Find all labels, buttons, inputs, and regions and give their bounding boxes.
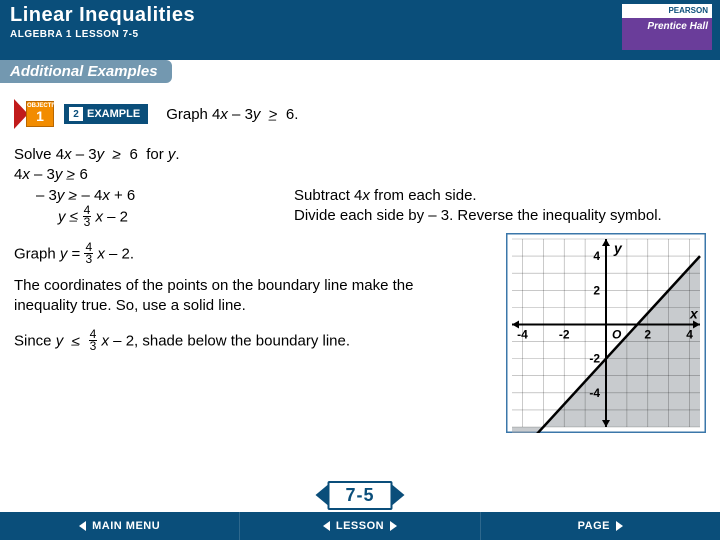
triangle-left-icon bbox=[79, 521, 86, 531]
t: 3 bbox=[89, 341, 98, 352]
example-number: 2 bbox=[69, 107, 83, 121]
content-area: OBJECTIVE 1 2 EXAMPLE Graph 4x – 3y > 6.… bbox=[0, 83, 720, 493]
t: . bbox=[175, 146, 179, 163]
t: < bbox=[63, 333, 88, 350]
t: x bbox=[97, 333, 109, 350]
t: MAIN MENU bbox=[92, 520, 160, 532]
objective-example-row: OBJECTIVE 1 2 EXAMPLE Graph 4x – 3y > 6. bbox=[14, 99, 706, 129]
reason-2: Divide each side by – 3. Reverse the ine… bbox=[294, 206, 706, 229]
triangle-right-icon bbox=[616, 521, 623, 531]
t: LESSON bbox=[336, 520, 384, 532]
step-4-row: y < 43 x – 2 Divide each side by – 3. Re… bbox=[14, 206, 706, 229]
t: Graph bbox=[14, 245, 60, 262]
step-2: 4x – 3y > 6 bbox=[14, 165, 294, 185]
t: Solve 4 bbox=[14, 146, 64, 163]
svg-text:x: x bbox=[689, 305, 699, 321]
t: x bbox=[102, 187, 110, 204]
triangle-left-icon bbox=[315, 485, 327, 505]
t: > – 4 bbox=[64, 187, 102, 204]
header-bar: Linear Inequalities ALGEBRA 1 LESSON 7-5… bbox=[0, 0, 720, 60]
main-menu-button[interactable]: MAIN MENU bbox=[0, 512, 240, 540]
example-badge: 2 EXAMPLE bbox=[64, 104, 148, 124]
step-4: y < 43 x – 2 bbox=[14, 206, 294, 229]
t: x bbox=[93, 245, 105, 262]
page-title: Linear Inequalities bbox=[10, 4, 710, 27]
t: – 3 bbox=[72, 146, 97, 163]
lesson-number: 7-5 bbox=[327, 481, 392, 510]
step-3: – 3y > – 4x + 6 bbox=[14, 186, 294, 206]
publisher-top: PEARSON bbox=[622, 4, 712, 18]
svg-text:4: 4 bbox=[593, 249, 600, 263]
t: = bbox=[67, 245, 84, 262]
objective-box: OBJECTIVE 1 bbox=[26, 101, 54, 127]
t: x bbox=[91, 208, 103, 225]
t: PAGE bbox=[578, 520, 610, 532]
t: – 3 bbox=[36, 187, 57, 204]
t: Graph 4 bbox=[166, 106, 220, 123]
reason-1: Subtract 4x from each side. bbox=[294, 186, 706, 206]
t: + 6 bbox=[110, 187, 135, 204]
triangle-left-icon bbox=[323, 521, 330, 531]
t: > 6 bbox=[62, 166, 87, 183]
page-button[interactable]: PAGE bbox=[481, 512, 720, 540]
lesson-tag: 7-5 bbox=[327, 481, 392, 510]
svg-text:-4: -4 bbox=[589, 386, 600, 400]
objective-badge: OBJECTIVE 1 bbox=[14, 99, 58, 129]
t: – 3 bbox=[30, 166, 55, 183]
step-1: Solve 4x – 3y > 6 for y. bbox=[14, 145, 706, 165]
t: x bbox=[362, 187, 370, 204]
t: – 2, shade below the boundary line. bbox=[109, 333, 350, 350]
t: x bbox=[220, 106, 228, 123]
t: > 6 for bbox=[104, 146, 168, 163]
t: 3 bbox=[84, 254, 93, 265]
t: y bbox=[97, 146, 105, 163]
triangle-right-icon bbox=[390, 521, 397, 531]
problem-statement: Graph 4x – 3y > 6. bbox=[166, 106, 298, 123]
graph-chart: -4 -2 2 4 -4 -2 2 4 Ox y bbox=[506, 233, 706, 433]
t: 3 bbox=[83, 217, 92, 228]
publisher-logo: PEARSON Prentice Hall bbox=[622, 4, 712, 54]
example-label: EXAMPLE bbox=[87, 108, 140, 120]
step-2-row: 4x – 3y > 6 bbox=[14, 165, 706, 185]
svg-text:O: O bbox=[612, 327, 622, 341]
t: Subtract 4 bbox=[294, 187, 362, 204]
t: < bbox=[66, 208, 83, 225]
triangle-right-icon bbox=[393, 485, 405, 505]
svg-text:-2: -2 bbox=[589, 352, 600, 366]
paragraph-2: Since y < 43 x – 2, shade below the boun… bbox=[14, 330, 464, 353]
t: > 6. bbox=[260, 106, 298, 123]
fraction: 43 bbox=[84, 242, 93, 265]
svg-text:-4: -4 bbox=[517, 327, 528, 341]
t: from each side. bbox=[370, 187, 477, 204]
svg-text:4: 4 bbox=[686, 327, 693, 341]
lesson-button[interactable]: LESSON bbox=[240, 512, 480, 540]
section-tab: Additional Examples bbox=[0, 60, 172, 83]
svg-text:y: y bbox=[613, 240, 623, 256]
page-subtitle: ALGEBRA 1 LESSON 7-5 bbox=[10, 29, 710, 40]
t: – 3 bbox=[228, 106, 253, 123]
t: y bbox=[58, 208, 66, 225]
paragraph-1: The coordinates of the points on the bou… bbox=[14, 276, 464, 317]
t: – 2. bbox=[105, 245, 134, 262]
objective-number: 1 bbox=[27, 109, 53, 123]
footer-bar: MAIN MENU LESSON PAGE bbox=[0, 512, 720, 540]
t: – 2 bbox=[103, 208, 128, 225]
publisher-bottom: Prentice Hall bbox=[622, 18, 712, 50]
fraction: 43 bbox=[83, 205, 92, 228]
svg-text:-2: -2 bbox=[559, 327, 570, 341]
t: Since bbox=[14, 333, 56, 350]
fraction: 43 bbox=[89, 329, 98, 352]
step-3-row: – 3y > – 4x + 6 Subtract 4x from each si… bbox=[14, 186, 706, 206]
svg-text:2: 2 bbox=[593, 283, 600, 297]
svg-text:2: 2 bbox=[644, 327, 651, 341]
t: x bbox=[64, 146, 72, 163]
t: x bbox=[22, 166, 30, 183]
